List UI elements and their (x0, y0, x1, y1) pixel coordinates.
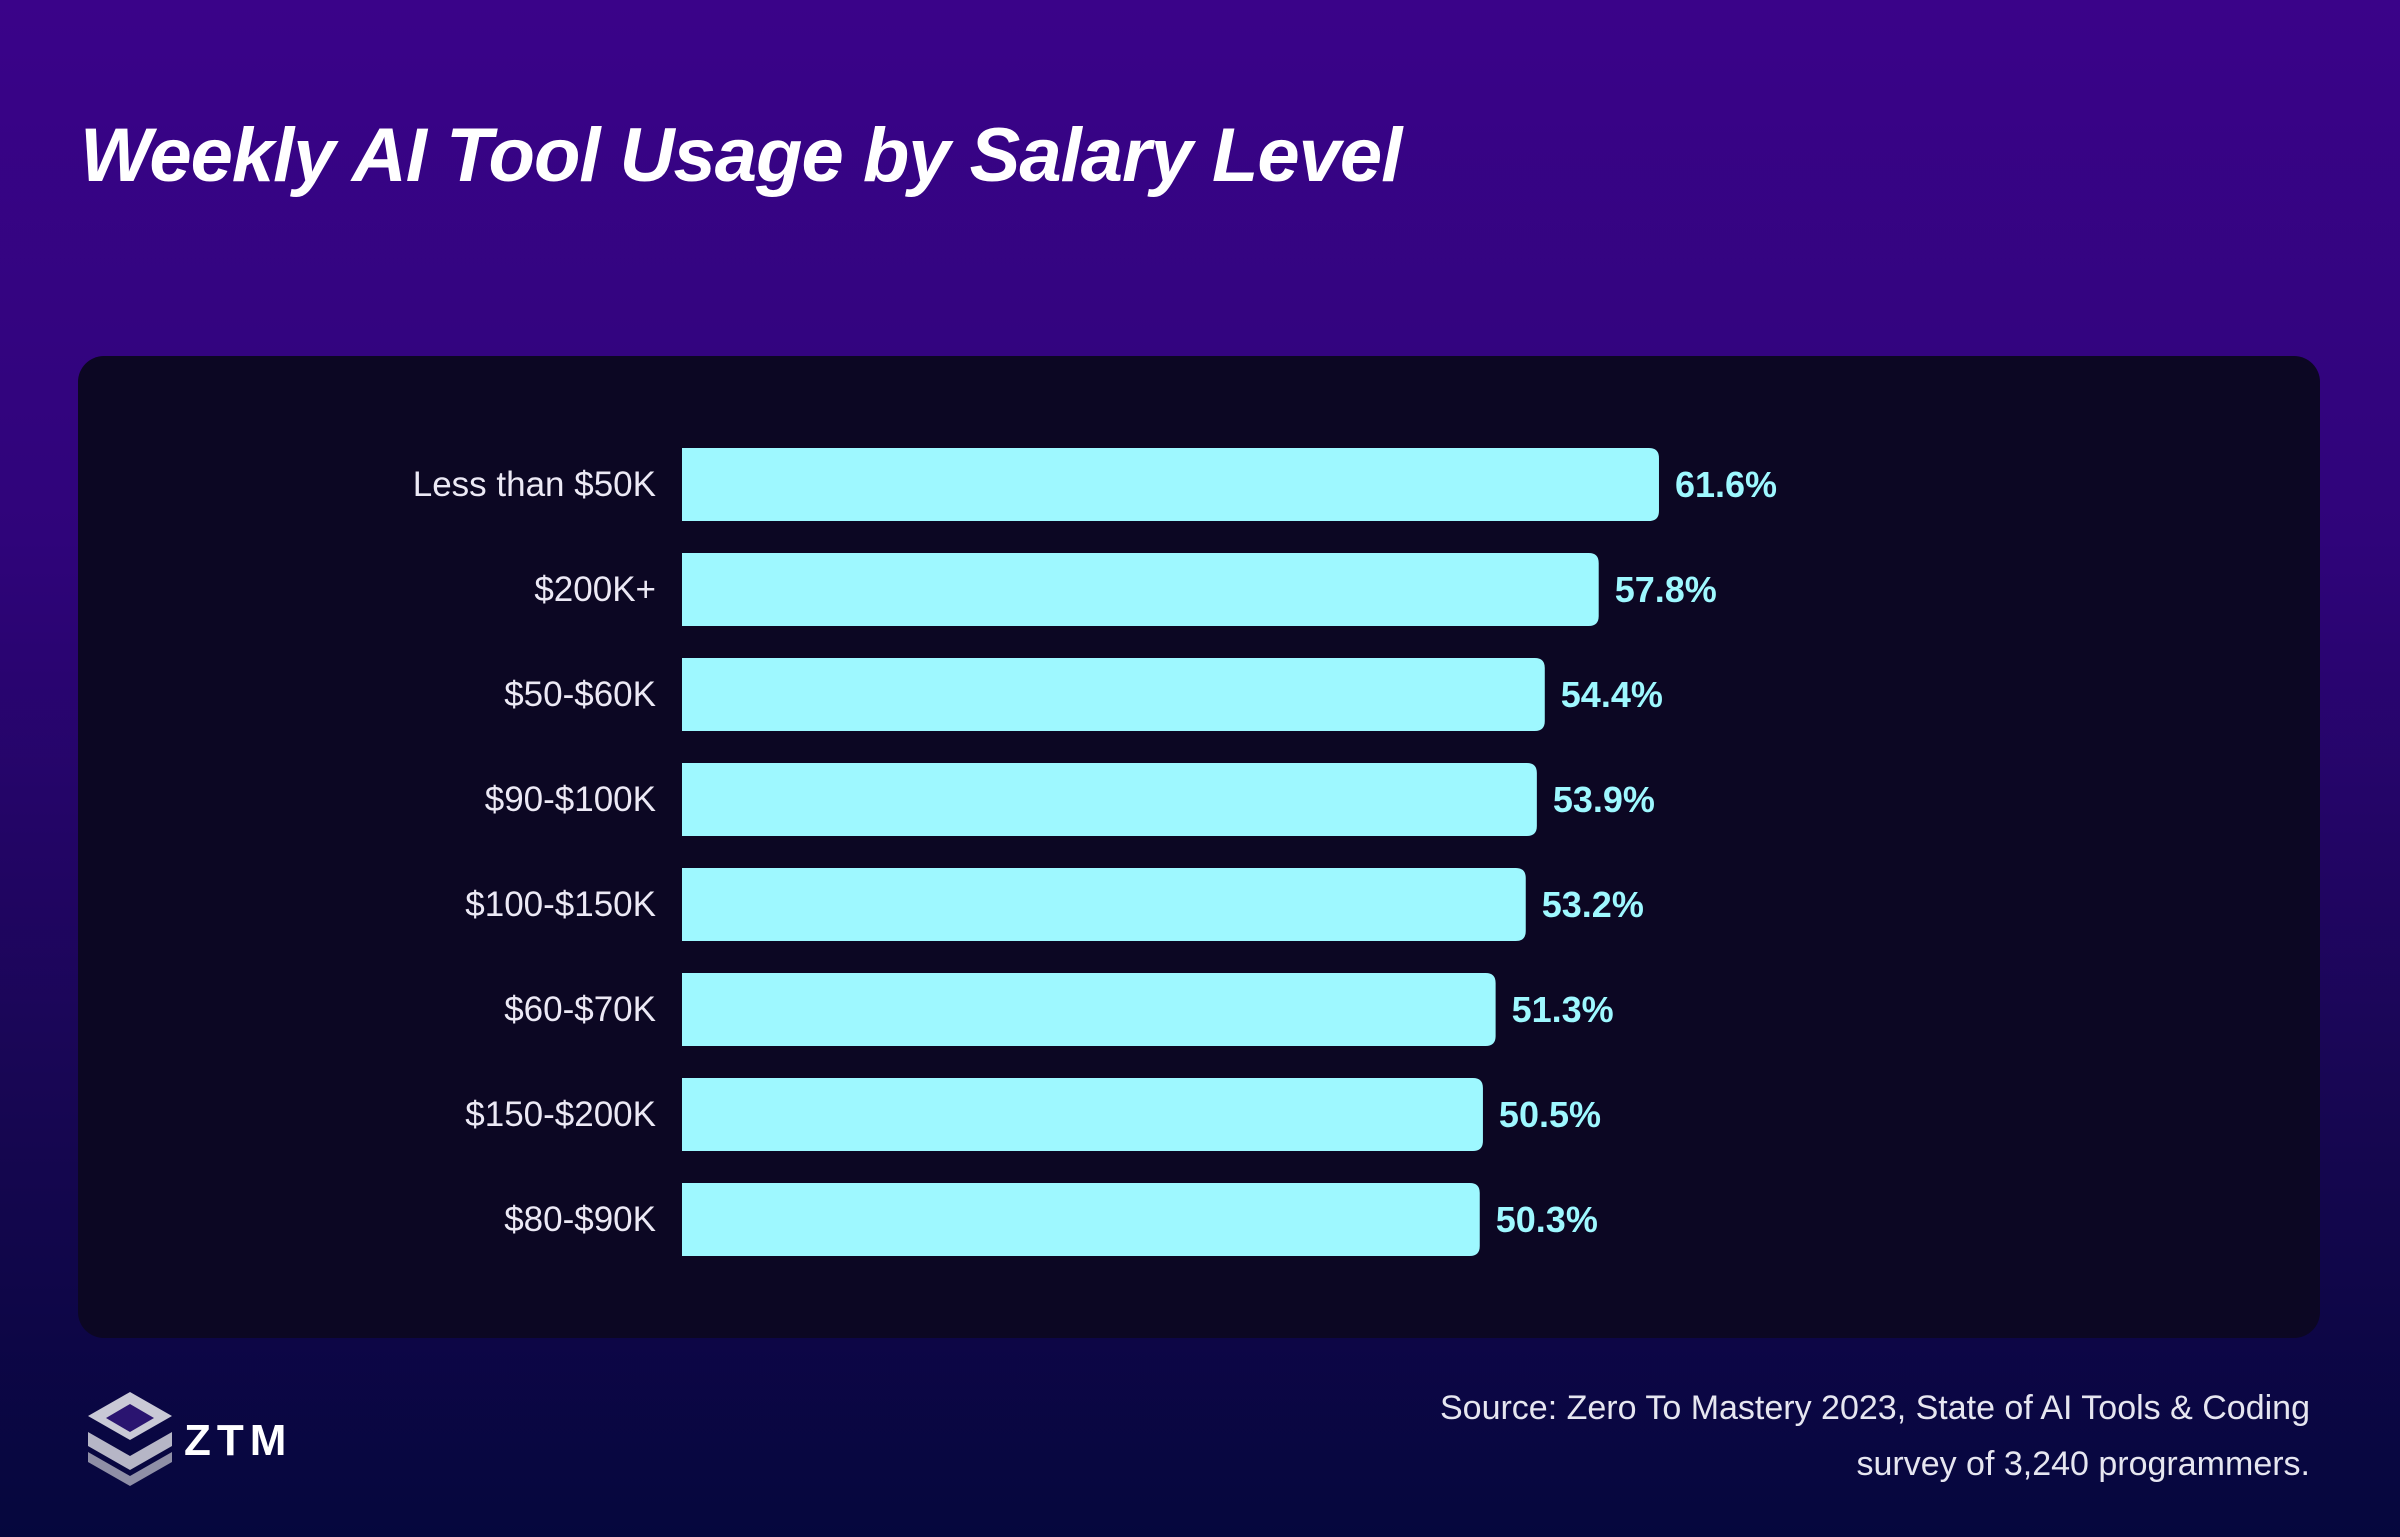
bar (682, 658, 1545, 731)
value-label: 54.4% (1561, 674, 1663, 715)
chart-title: Weekly AI Tool Usage by Salary Level (80, 113, 1402, 198)
bar (682, 1183, 1480, 1256)
bar-row: $150-$200K 50.5% (465, 1078, 1601, 1151)
bar (682, 1078, 1483, 1151)
category-label: $90-$100K (485, 780, 656, 819)
source-line-1: Source: Zero To Mastery 2023, State of A… (1439, 1389, 2310, 1427)
logo-text: ZTM (184, 1416, 293, 1465)
value-label: 50.3% (1496, 1199, 1598, 1240)
bar-row: $80-$90K 50.3% (504, 1183, 1598, 1256)
bar (682, 973, 1496, 1046)
category-label: $150-$200K (465, 1095, 656, 1134)
value-label: 50.5% (1499, 1094, 1601, 1135)
bar-row: Less than $50K 61.6% (413, 448, 1777, 521)
source-line-2: survey of 3,240 programmers. (1856, 1445, 2310, 1483)
category-label: Less than $50K (413, 465, 656, 504)
bar (682, 763, 1537, 836)
value-label: 53.9% (1553, 779, 1655, 820)
category-label: $200K+ (534, 570, 656, 609)
category-label: $100-$150K (465, 885, 656, 924)
bar-row: $100-$150K 53.2% (465, 868, 1644, 941)
value-label: 57.8% (1615, 569, 1717, 610)
value-label: 61.6% (1675, 464, 1777, 505)
bar (682, 448, 1659, 521)
bar-row: $90-$100K 53.9% (485, 763, 1655, 836)
bar (682, 553, 1599, 626)
bar-row: $50-$60K 54.4% (504, 658, 1663, 731)
category-label: $50-$60K (504, 675, 656, 714)
value-label: 51.3% (1512, 989, 1614, 1030)
bar-row: $60-$70K 51.3% (504, 973, 1614, 1046)
bar-chart: Less than $50K 61.6% $200K+ 57.8% $50-$60K 54… (413, 448, 1777, 1256)
source-note: Source: Zero To Mastery 2023, State of A… (1440, 1380, 2310, 1492)
ztm-logo: ZTM (80, 1388, 300, 1488)
category-label: $80-$90K (504, 1200, 656, 1239)
ztm-cube-icon (88, 1392, 172, 1486)
bar-row: $200K+ 57.8% (534, 553, 1717, 626)
value-label: 53.2% (1542, 884, 1644, 925)
chart-panel: Less than $50K 61.6% $200K+ 57.8% $50-$60K 54… (78, 356, 2320, 1338)
bar (682, 868, 1526, 941)
category-label: $60-$70K (504, 990, 656, 1029)
